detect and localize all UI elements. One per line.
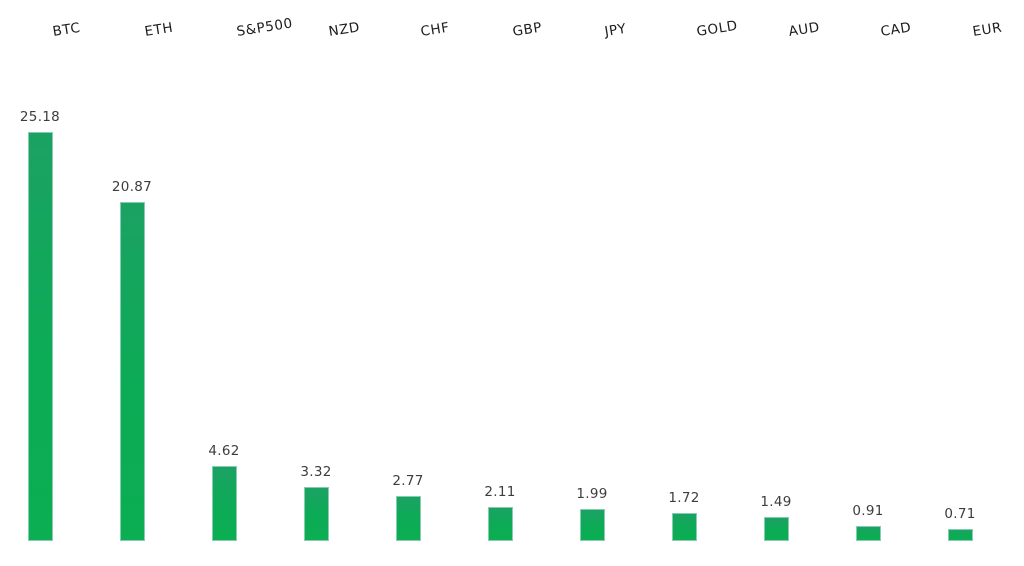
- category-label: GOLD: [695, 17, 739, 40]
- bar-value-label: 4.62: [208, 442, 240, 459]
- bar-value-label: 1.49: [760, 493, 792, 510]
- bar-value-label: 2.11: [484, 483, 516, 500]
- bar-eur: [947, 529, 973, 541]
- bar-value-label: 3.32: [300, 464, 332, 481]
- category-label: AUD: [787, 19, 821, 40]
- category-label: JPY: [603, 20, 628, 40]
- bar-cad: [855, 526, 881, 541]
- bar-value-label: 0.91: [852, 503, 884, 520]
- category-label: BTC: [51, 19, 82, 40]
- bar-value-label: 2.77: [392, 473, 424, 490]
- bar-chf: [395, 496, 421, 541]
- bar-gold: [671, 513, 697, 541]
- bar-value-label: 1.99: [576, 485, 608, 502]
- bar-aud: [763, 516, 789, 541]
- bar-value-label: 1.72: [668, 490, 700, 507]
- category-label: GBP: [511, 19, 544, 40]
- category-label: EUR: [971, 19, 1004, 40]
- bar-value-label: 0.71: [944, 506, 976, 523]
- bar-eth: [119, 202, 145, 541]
- bar-value-label: 25.18: [19, 109, 61, 126]
- category-label: NZD: [327, 19, 362, 40]
- bar-sp500: [211, 465, 237, 541]
- bar-jpy: [579, 508, 605, 541]
- category-label: CHF: [419, 19, 451, 40]
- bar-nzd: [303, 487, 329, 541]
- category-label: ETH: [143, 19, 175, 40]
- category-label: S&P500: [235, 15, 294, 40]
- bar-value-label: 20.87: [111, 179, 153, 196]
- category-label: CAD: [879, 19, 913, 40]
- bar-gbp: [487, 506, 513, 541]
- bar-btc: [27, 132, 53, 541]
